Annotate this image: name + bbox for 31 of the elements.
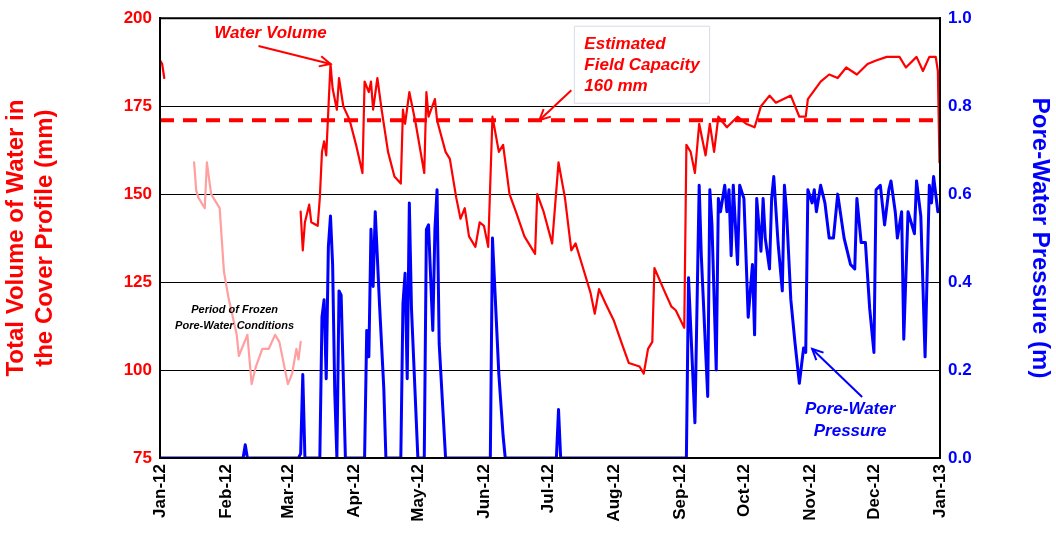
x-tick-label: Jan-12 (149, 464, 169, 518)
x-tick-label: Aug-12 (603, 464, 623, 522)
annotation: Period of Frozen Pore-Water Conditions (175, 303, 295, 332)
y2-axis-title: Pore-Water Pressure (m) (1027, 97, 1055, 379)
y2-tick-label: 1.0 (948, 7, 972, 27)
x-tick-label: Apr-12 (343, 464, 363, 518)
annotation: Pore-Water Pressure (804, 398, 897, 440)
x-tick-label: May-12 (407, 464, 427, 522)
x-tick-label: Oct-12 (733, 464, 753, 517)
y2-tick-label: 0.2 (948, 359, 972, 379)
x-tick-label: Dec-12 (863, 464, 883, 520)
y2-tick-label: 0.0 (948, 447, 972, 467)
y-tick-label: 100 (123, 359, 152, 379)
x-tick-label: Sep-12 (669, 464, 689, 520)
y2-tick-label: 0.6 (948, 183, 972, 203)
y-tick-label: 150 (123, 183, 152, 203)
annotation: Water Volume (214, 22, 327, 42)
y-tick-label: 175 (123, 95, 152, 115)
y-tick-label: 125 (123, 271, 152, 291)
x-tick-label: Jun-12 (473, 464, 493, 519)
x-tick-label: Mar-12 (277, 464, 297, 519)
y-tick-label: 75 (133, 447, 152, 467)
y-axis-title: Total Volume of Water in the Cover Profile (mm) (1, 99, 57, 377)
annotation: Estimated Field Capacity 160 mm (584, 33, 702, 95)
x-tick-label: Feb-12 (215, 464, 235, 519)
x-tick-label: Jan-13 (929, 464, 949, 518)
y2-tick-label: 0.8 (948, 95, 972, 115)
y2-tick-label: 0.4 (948, 271, 973, 291)
x-tick-label: Nov-12 (799, 464, 819, 521)
y-tick-label: 200 (123, 7, 152, 27)
x-tick-label: Jul-12 (537, 464, 557, 514)
